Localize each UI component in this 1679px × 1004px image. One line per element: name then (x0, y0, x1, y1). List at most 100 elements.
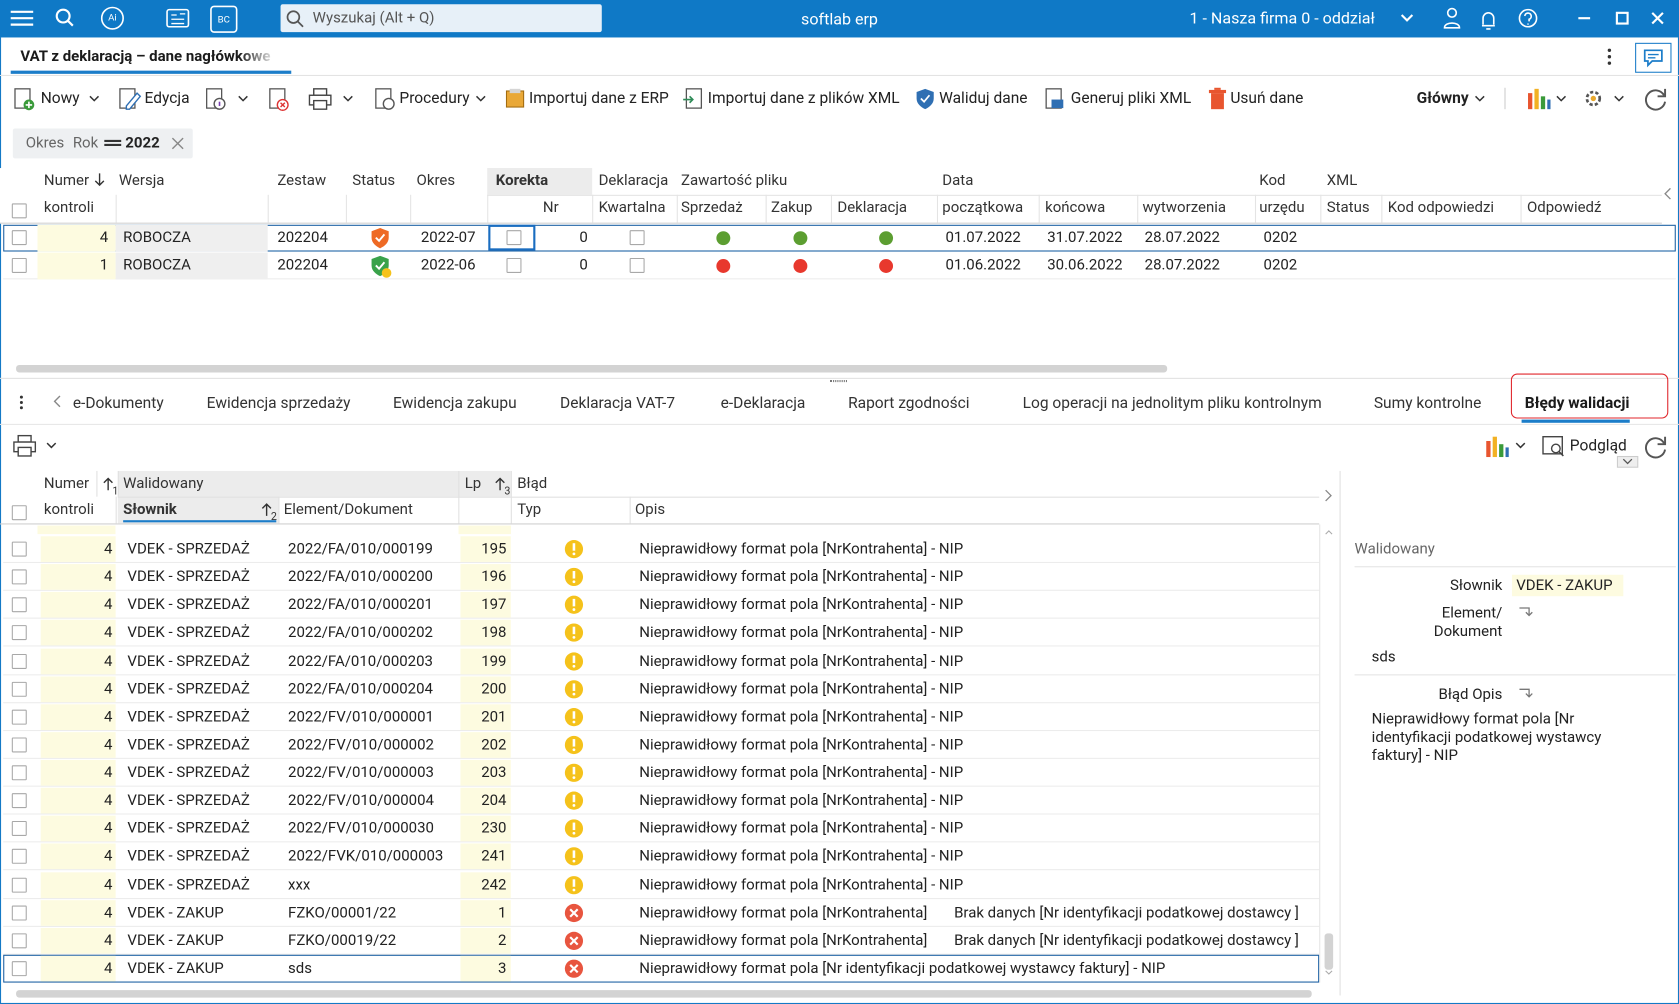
tab[interactable]: Log operacji na jednolitym pliku kontrol… (1022, 393, 1322, 413)
refresh-icon[interactable] (1643, 433, 1669, 459)
sort-arrow[interactable] (495, 476, 506, 491)
grid-row[interactable] (3, 731, 1320, 759)
checkbox[interactable] (11, 905, 27, 921)
chart-icon[interactable] (1527, 87, 1551, 111)
grid-row[interactable] (3, 591, 1320, 619)
checkbox[interactable] (11, 877, 27, 893)
checkbox[interactable] (11, 849, 27, 865)
tab[interactable]: e-Deklaracja (720, 393, 806, 413)
panel-collapse[interactable] (1616, 455, 1639, 468)
toolbar-icon[interactable] (1043, 87, 1067, 111)
toolbar-icon[interactable] (203, 87, 227, 111)
grid-row[interactable] (3, 871, 1320, 899)
checkbox[interactable] (506, 257, 522, 273)
checkbox[interactable] (11, 821, 27, 837)
checkbox[interactable] (11, 230, 27, 246)
checkbox[interactable] (11, 765, 27, 781)
refresh-icon[interactable] (1643, 86, 1669, 112)
h-scrollbar[interactable] (16, 364, 1168, 373)
news-icon[interactable] (166, 8, 190, 28)
toolbar-chevron[interactable] (1515, 441, 1526, 450)
checkbox[interactable] (11, 933, 27, 949)
checkbox[interactable] (11, 961, 27, 977)
checkbox[interactable] (11, 541, 27, 557)
toolbar-chevron[interactable] (1614, 94, 1625, 103)
checkbox[interactable] (11, 257, 27, 273)
tab[interactable]: Błędy walidacji (1524, 393, 1630, 413)
grid-row[interactable] (3, 927, 1320, 955)
toolbar-icon[interactable] (373, 87, 397, 111)
grid-row[interactable] (3, 675, 1320, 703)
print-icon[interactable] (13, 433, 37, 457)
search-icon[interactable] (55, 8, 71, 24)
grid-row[interactable] (3, 843, 1320, 871)
ai-icon[interactable] (100, 6, 124, 30)
tab[interactable]: Raport zgodności (848, 393, 970, 413)
checkbox[interactable] (11, 597, 27, 613)
bc-icon[interactable] (210, 5, 238, 33)
checkbox[interactable] (11, 793, 27, 809)
grid-row[interactable] (3, 899, 1320, 927)
checkbox[interactable] (11, 681, 27, 697)
grid-row[interactable] (3, 703, 1320, 731)
collapse-arrow[interactable] (1664, 187, 1673, 200)
toolbar-chevron[interactable] (1556, 94, 1567, 103)
view-selector[interactable]: Główny (1416, 88, 1469, 108)
checkbox[interactable] (629, 230, 645, 246)
toolbar-button[interactable]: Importuj dane z plików XML (707, 88, 900, 108)
toolbar-chevron[interactable] (89, 94, 100, 103)
checkbox[interactable] (11, 505, 27, 521)
toolbar-button[interactable]: Importuj dane z ERP (528, 88, 669, 108)
toolbar-chevron[interactable] (238, 94, 249, 103)
checkbox[interactable] (11, 625, 27, 641)
toolbar-chevron[interactable] (343, 94, 354, 103)
toolbar-icon[interactable] (1206, 87, 1230, 111)
sort-arrow[interactable] (261, 502, 272, 517)
company-chevron[interactable] (1400, 14, 1414, 22)
checkbox[interactable] (11, 709, 27, 725)
user-icon[interactable] (1446, 7, 1458, 18)
filter-remove[interactable] (171, 137, 184, 150)
grid-row[interactable] (3, 787, 1320, 815)
maximize[interactable] (1615, 11, 1629, 25)
bell-icon[interactable] (1481, 12, 1495, 30)
toolbar-button[interactable]: Procedury (399, 88, 470, 108)
checkbox[interactable] (11, 653, 27, 669)
checkbox[interactable] (506, 230, 522, 246)
h-scrollbar[interactable] (16, 990, 1312, 998)
grid-row[interactable] (3, 759, 1320, 787)
toolbar-button[interactable]: Usuń dane (1230, 88, 1304, 108)
v-scroll-down[interactable] (1325, 970, 1334, 976)
settings-icon[interactable] (1582, 87, 1606, 111)
toolbar-icon[interactable] (118, 87, 142, 111)
preview-button[interactable]: Podgląd (1569, 436, 1627, 455)
tab[interactable]: e-Dokumenty (72, 393, 164, 413)
grid-row[interactable] (3, 224, 1676, 252)
toolbar-icon[interactable] (267, 87, 291, 111)
menu-icon[interactable] (10, 10, 34, 26)
collapse-arrow[interactable] (1325, 489, 1334, 502)
toolbar-button[interactable]: Generuj pliki XML (1070, 88, 1192, 108)
toolbar-chevron[interactable] (475, 94, 486, 103)
chat-button[interactable] (1635, 42, 1672, 73)
grid-row[interactable] (3, 535, 1320, 564)
grid-row[interactable] (3, 647, 1320, 675)
splitter-handle[interactable] (829, 379, 847, 383)
preview-icon[interactable] (1542, 435, 1566, 459)
v-scrollbar-thumb[interactable] (1324, 933, 1334, 970)
checkbox[interactable] (11, 203, 27, 219)
filter-chip[interactable] (12, 128, 193, 159)
toolbar-chevron[interactable] (46, 441, 57, 450)
grid-row[interactable] (3, 253, 1676, 280)
search-box[interactable] (280, 4, 602, 33)
grid-row[interactable] (3, 954, 1320, 983)
toolbar-icon[interactable] (682, 87, 706, 111)
grid-row[interactable] (3, 563, 1320, 591)
v-scroll-up[interactable] (1325, 529, 1334, 535)
company-selector[interactable]: 1 - Nasza firma 0 - oddział (1189, 8, 1375, 28)
grid-row[interactable] (3, 815, 1320, 843)
expand-icon[interactable] (1518, 607, 1533, 618)
sort-arrow[interactable] (103, 476, 114, 491)
grid-row[interactable] (3, 619, 1320, 647)
toolbar-icon[interactable] (913, 87, 937, 111)
